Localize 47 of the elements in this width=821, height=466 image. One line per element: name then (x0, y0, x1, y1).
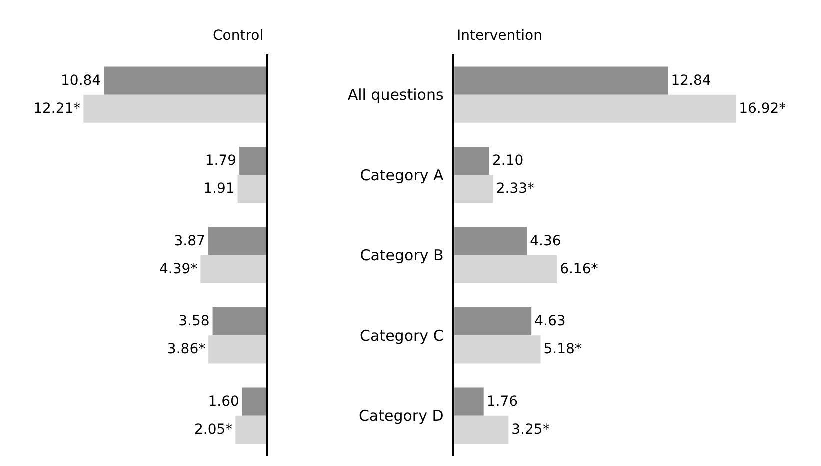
data-label: 4.39* (159, 261, 198, 278)
y-tick-label: All questions (348, 86, 444, 104)
data-label: 3.25* (512, 422, 550, 438)
bar (454, 336, 541, 364)
chart-title: Intervention (457, 28, 542, 44)
bar (208, 227, 266, 256)
y-tick-label: Category C (360, 326, 444, 345)
data-label: 6.16* (560, 261, 598, 278)
data-label: 3.86* (167, 342, 206, 358)
data-label: 2.10 (492, 153, 524, 170)
data-label: 1.79 (205, 153, 237, 170)
data-label: 16.92* (739, 100, 786, 117)
bar (208, 336, 266, 364)
data-label: 10.84 (61, 72, 102, 89)
chart-title: Control (213, 28, 264, 44)
data-label: 3.58 (178, 314, 210, 330)
y-tick-label: Category D (358, 407, 444, 426)
bar (454, 227, 528, 256)
data-label: 2.05* (194, 422, 233, 438)
bar (240, 146, 266, 176)
bar (454, 66, 668, 95)
bar (84, 94, 266, 123)
bar (454, 255, 558, 284)
bar (212, 308, 266, 336)
bar (242, 388, 266, 416)
bar (454, 94, 736, 123)
bar (104, 66, 266, 95)
data-label: 2.33* (496, 181, 534, 198)
data-label: 3.87 (174, 233, 206, 250)
data-label: 1.60 (208, 394, 240, 410)
data-label: 1.76 (486, 394, 518, 410)
bar (200, 255, 266, 284)
bar (238, 175, 266, 204)
data-label: 4.36 (530, 233, 562, 250)
data-label: 12.84 (671, 72, 712, 89)
data-label: 1.91 (204, 181, 235, 198)
bar (454, 308, 532, 336)
y-tick-label: Category B (360, 246, 444, 265)
bar (454, 146, 490, 176)
bar (454, 175, 494, 204)
data-label: 4.63 (534, 314, 566, 330)
data-label: 12.21* (34, 100, 81, 117)
bar (454, 388, 484, 416)
y-tick-label: Category A (360, 166, 445, 184)
data-label: 5.18* (544, 342, 582, 358)
bar (236, 416, 266, 444)
bar (454, 416, 509, 444)
